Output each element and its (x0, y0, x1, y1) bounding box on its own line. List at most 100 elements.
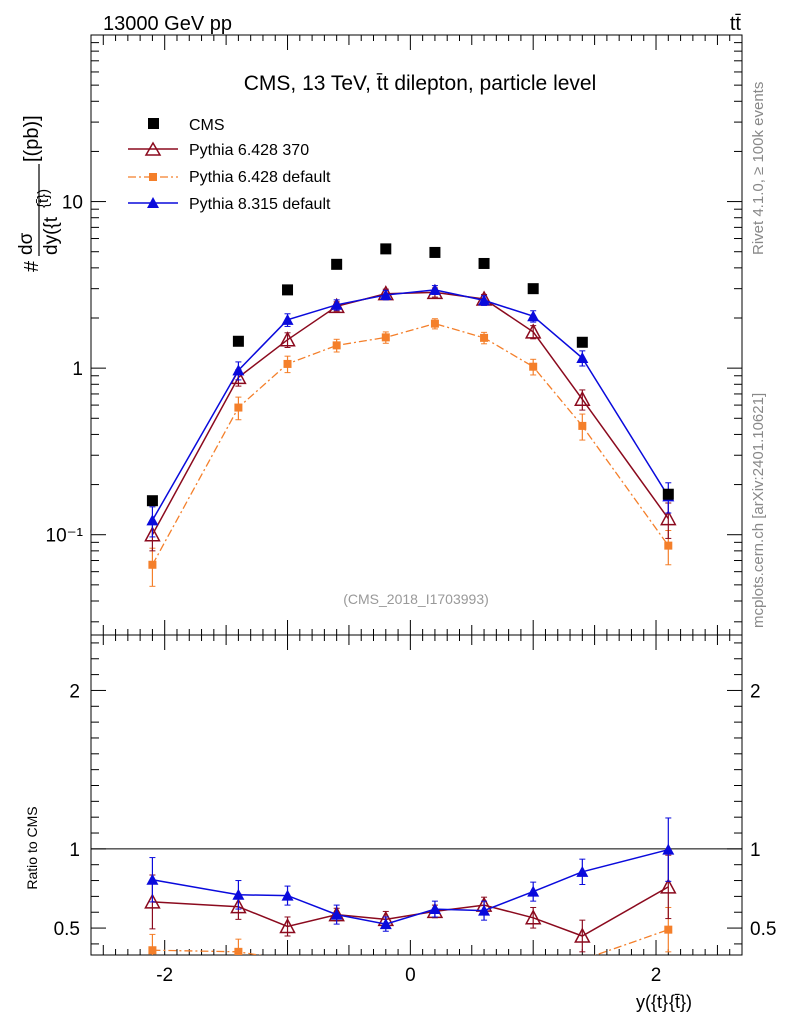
ratio-point-py6_370 (524, 909, 542, 925)
series-py8 (146, 283, 675, 538)
data-point-cms (146, 495, 158, 507)
ratio-point-py6_default (578, 956, 586, 964)
legend: CMS Pythia 6.428 370 Pythia 6.428 defaul… (128, 117, 331, 213)
x-tick-label: 0 (405, 965, 416, 986)
data-point-py8 (527, 310, 540, 322)
ratio-point-py6_370 (144, 893, 161, 909)
data-point-cms (282, 284, 294, 296)
ratio-point-py6_370 (230, 898, 247, 914)
ratio-series-py8 (146, 817, 675, 932)
ratio-series-py6_370 (144, 854, 677, 953)
data-point-cms (527, 283, 539, 295)
ratio-point-py8 (478, 904, 491, 916)
data-point-cms (380, 243, 392, 255)
data-point-py6_default (480, 333, 489, 342)
legend-entry-py6-370: Pythia 6.428 370 (128, 141, 309, 159)
data-point-py6_default (234, 403, 243, 412)
series-line-py6_370 (151, 291, 669, 536)
series-line-py6_default (151, 322, 669, 566)
series-line-py8 (151, 289, 669, 521)
ratio-point-py8 (576, 865, 589, 877)
ratio-point-py6_default (234, 947, 243, 955)
data-point-py8 (576, 352, 589, 364)
data-point-py8 (428, 283, 441, 295)
x-axis-label-prefix: y({t} (636, 992, 668, 1012)
x-tick-label: -2 (156, 965, 173, 986)
ratio-point-py6_default (284, 956, 292, 964)
x-axis-label-tbar: {t̄}) (669, 992, 692, 1012)
legend-py8-label: Pythia 8.315 default (189, 196, 331, 213)
ratio-point-py6_370 (574, 927, 591, 943)
series-py6_default (148, 318, 673, 587)
ratio-line-py6_370 (152, 886, 669, 937)
plot-title: CMS, 13 TeV, t̄t dilepton, particle leve… (244, 72, 597, 95)
series-cms (146, 243, 674, 507)
analysis-watermark: (CMS_2018_I1703993) (343, 591, 489, 607)
data-point-py6_default (664, 541, 673, 550)
data-point-py6_default (381, 333, 390, 342)
ratio-point-py8 (379, 918, 392, 930)
main-y-tick-label: 10 (62, 193, 83, 214)
ratio-point-py8 (527, 885, 540, 897)
ratio-axes: -2 0 2 0.5 0.5 1 1 2 2 (54, 635, 776, 986)
process-label: tt̄ (730, 13, 742, 35)
legend-py6-default-label: Pythia 6.428 default (189, 169, 331, 186)
data-point-py8 (281, 313, 294, 325)
ratio-point-py8 (662, 843, 675, 855)
ratio-plot-area (144, 817, 677, 964)
data-point-cms (331, 258, 343, 270)
ratio-line-py8 (152, 848, 669, 925)
main-plot-area (144, 243, 677, 587)
ratio-point-py8 (146, 873, 159, 885)
energy-label: 13000 GeV pp (103, 13, 232, 35)
main-y-tick-label: 1 (72, 359, 83, 380)
data-point-py8 (379, 288, 392, 300)
data-point-cms (429, 246, 441, 258)
y-axis-tbar: {t̄}) (35, 189, 52, 208)
data-point-py6_default (529, 362, 538, 371)
ratio-y-tick-label: 0.5 (54, 919, 80, 940)
data-point-py6_370 (144, 526, 161, 542)
data-point-cms (232, 335, 244, 347)
data-point-py6_default (578, 421, 587, 430)
ratio-y-axis-label: Ratio to CMS (24, 806, 40, 889)
legend-cms-marker (148, 118, 159, 129)
main-y-tick-label: 10⁻¹ (46, 526, 84, 547)
data-point-py6_default (148, 560, 157, 569)
y-axis-prefix: # (21, 260, 43, 272)
data-point-py8 (330, 298, 343, 310)
legend-py6-370-label: Pythia 6.428 370 (189, 142, 309, 159)
y-axis-units: [(pb)] (21, 115, 43, 162)
ratio-plot-frame (90, 634, 743, 956)
data-point-py8 (146, 514, 159, 526)
y-axis-numerator: dσ (16, 232, 37, 255)
ratio-point-py6_default (148, 946, 157, 955)
legend-entry-py6-default: Pythia 6.428 default (128, 169, 331, 186)
y-axis-denominator: dy({t (41, 216, 62, 255)
ratio-point-py6_default (480, 956, 488, 964)
ratio-point-py6_default (333, 956, 341, 964)
ratio-point-py6_370 (660, 878, 677, 894)
rivet-label: Rivet 4.1.0, ≥ 100k events (750, 82, 767, 255)
data-point-py6_default (283, 359, 292, 368)
legend-py6-370-marker (144, 141, 162, 156)
data-point-py6_370 (660, 509, 677, 526)
data-point-py6_default (332, 341, 341, 350)
legend-cms-label: CMS (189, 117, 225, 134)
data-point-py6_default (430, 319, 439, 328)
data-point-py8 (478, 294, 491, 306)
ratio-point-py6_default (382, 956, 390, 964)
ratio-point-py8 (330, 908, 343, 920)
x-tick-label: 2 (651, 965, 662, 986)
ratio-y-tick-label-right: 2 (750, 681, 761, 702)
legend-py6-default-marker (149, 173, 157, 181)
legend-entry-py8: Pythia 8.315 default (128, 196, 331, 213)
main-y-axis-label: # dσ dy({t {t̄}) [(pb)] (16, 115, 62, 272)
legend-entry-cms: CMS (148, 117, 225, 134)
data-point-cms (576, 336, 588, 348)
ratio-point-py8 (232, 888, 245, 900)
ratio-point-py6_default (529, 956, 537, 964)
x-axis-label: y({t} {t̄}) (636, 992, 692, 1012)
legend-py8-marker (147, 197, 159, 208)
